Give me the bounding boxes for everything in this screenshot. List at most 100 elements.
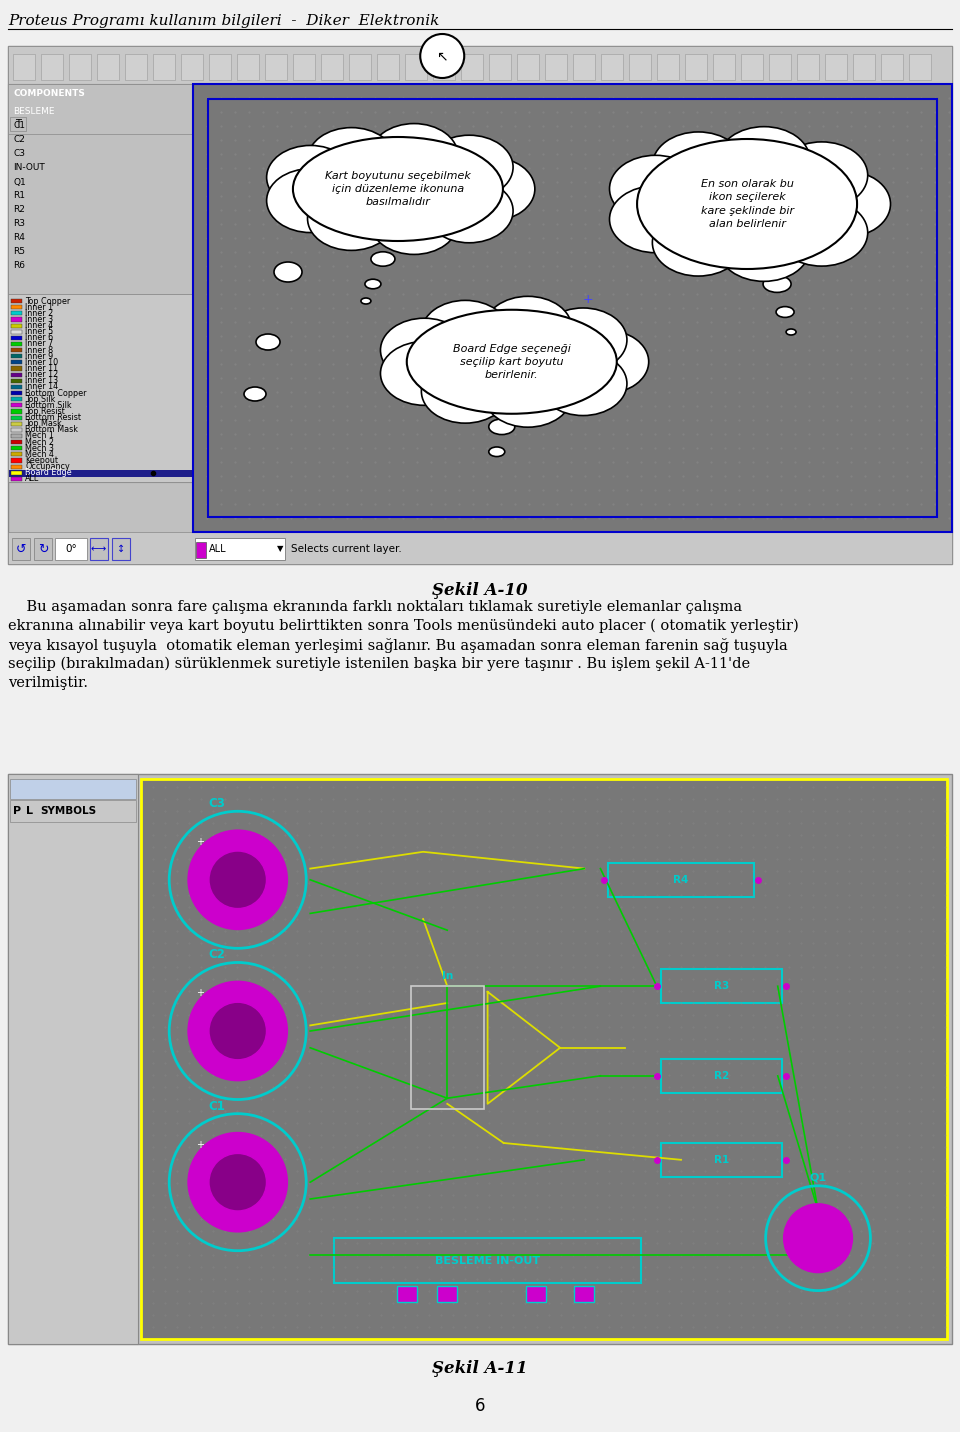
Ellipse shape — [561, 329, 649, 394]
Ellipse shape — [307, 127, 396, 192]
Text: ALL: ALL — [25, 474, 39, 484]
Circle shape — [209, 1002, 267, 1060]
FancyBboxPatch shape — [741, 54, 763, 80]
Ellipse shape — [425, 135, 513, 199]
Text: ↻: ↻ — [37, 543, 48, 556]
FancyBboxPatch shape — [69, 54, 91, 80]
Text: R5: R5 — [13, 248, 25, 256]
Ellipse shape — [610, 155, 702, 222]
FancyBboxPatch shape — [11, 428, 22, 432]
FancyBboxPatch shape — [657, 54, 679, 80]
Text: Inner 10: Inner 10 — [25, 358, 59, 367]
Ellipse shape — [637, 139, 857, 269]
FancyBboxPatch shape — [349, 54, 371, 80]
Text: ↺: ↺ — [15, 543, 26, 556]
Text: Bottom Resist: Bottom Resist — [25, 412, 81, 422]
Text: Inner 11: Inner 11 — [25, 364, 59, 372]
Text: R3: R3 — [13, 219, 25, 229]
Text: Mech 2: Mech 2 — [25, 438, 54, 447]
Text: C3: C3 — [208, 798, 226, 811]
Text: +: + — [196, 838, 204, 848]
FancyBboxPatch shape — [9, 470, 192, 477]
FancyBboxPatch shape — [11, 361, 22, 365]
Text: Keepout: Keepout — [25, 455, 58, 465]
Text: Inner 2: Inner 2 — [25, 309, 53, 318]
FancyBboxPatch shape — [97, 54, 119, 80]
Ellipse shape — [371, 252, 395, 266]
Ellipse shape — [365, 279, 381, 289]
Ellipse shape — [421, 301, 509, 364]
Text: Top Mask: Top Mask — [25, 420, 61, 428]
Ellipse shape — [540, 308, 627, 372]
Text: En son olarak bu
ikon seçilerek
kare şeklinde bir
alan belirlenir: En son olarak bu ikon seçilerek kare şek… — [701, 179, 794, 229]
FancyBboxPatch shape — [8, 533, 952, 564]
Circle shape — [209, 1153, 267, 1211]
FancyBboxPatch shape — [11, 415, 22, 420]
FancyBboxPatch shape — [11, 391, 22, 395]
FancyBboxPatch shape — [405, 54, 427, 80]
Ellipse shape — [489, 420, 515, 434]
Text: Inner 5: Inner 5 — [25, 328, 53, 337]
Text: R2: R2 — [13, 206, 25, 215]
Text: Selects current layer.: Selects current layer. — [291, 544, 401, 554]
FancyBboxPatch shape — [11, 318, 22, 322]
FancyBboxPatch shape — [34, 538, 52, 560]
Ellipse shape — [380, 318, 468, 382]
Ellipse shape — [371, 123, 458, 188]
Ellipse shape — [293, 137, 503, 241]
FancyBboxPatch shape — [489, 54, 511, 80]
Ellipse shape — [422, 322, 601, 401]
Text: Bottom Copper: Bottom Copper — [25, 388, 86, 398]
Text: R1: R1 — [713, 1154, 729, 1164]
FancyBboxPatch shape — [11, 324, 22, 328]
FancyBboxPatch shape — [293, 54, 315, 80]
Text: COMPONENTS: COMPONENTS — [13, 89, 84, 99]
FancyBboxPatch shape — [195, 538, 285, 560]
Ellipse shape — [654, 155, 841, 253]
Ellipse shape — [799, 170, 891, 238]
Text: Mech 1: Mech 1 — [25, 431, 54, 441]
FancyBboxPatch shape — [196, 541, 206, 558]
Text: Top Copper: Top Copper — [25, 296, 70, 305]
FancyBboxPatch shape — [90, 538, 108, 560]
Text: Inner 3: Inner 3 — [25, 315, 53, 324]
FancyBboxPatch shape — [11, 354, 22, 358]
FancyBboxPatch shape — [438, 1286, 457, 1302]
FancyBboxPatch shape — [11, 378, 22, 382]
Text: Inner 13: Inner 13 — [25, 377, 59, 385]
FancyBboxPatch shape — [153, 54, 175, 80]
Text: Bu aşamadan sonra fare çalışma ekranında farklı noktaları tıklamak suretiyle ele: Bu aşamadan sonra fare çalışma ekranında… — [8, 600, 742, 614]
FancyBboxPatch shape — [526, 1286, 546, 1302]
Ellipse shape — [484, 364, 572, 427]
FancyBboxPatch shape — [11, 311, 22, 315]
FancyBboxPatch shape — [10, 86, 191, 102]
Circle shape — [420, 34, 465, 77]
Text: Proteus Programı kullanım bilgileri  -  Diker  Elektronik: Proteus Programı kullanım bilgileri - Di… — [8, 14, 440, 29]
FancyBboxPatch shape — [11, 299, 22, 304]
Ellipse shape — [307, 186, 396, 251]
Ellipse shape — [653, 209, 744, 276]
FancyBboxPatch shape — [10, 800, 136, 822]
Text: IN-OUT: IN-OUT — [13, 163, 45, 172]
FancyBboxPatch shape — [433, 54, 455, 80]
Text: Top Resist: Top Resist — [25, 407, 64, 415]
Ellipse shape — [407, 309, 616, 414]
Ellipse shape — [425, 179, 513, 243]
FancyBboxPatch shape — [881, 54, 903, 80]
Text: C1: C1 — [208, 1100, 226, 1113]
FancyBboxPatch shape — [11, 404, 22, 407]
Text: Mech 3: Mech 3 — [25, 444, 54, 453]
FancyBboxPatch shape — [11, 471, 22, 475]
Text: C2: C2 — [13, 136, 25, 145]
Text: L: L — [26, 806, 33, 816]
FancyBboxPatch shape — [125, 54, 147, 80]
Text: Şekil A-10: Şekil A-10 — [432, 581, 528, 599]
FancyBboxPatch shape — [8, 775, 138, 1345]
Text: R4: R4 — [673, 875, 688, 885]
FancyBboxPatch shape — [11, 447, 22, 450]
Text: 0°: 0° — [65, 544, 77, 554]
Text: Inner 9: Inner 9 — [25, 352, 53, 361]
Ellipse shape — [653, 132, 744, 199]
FancyBboxPatch shape — [8, 46, 952, 564]
Circle shape — [188, 982, 287, 1080]
